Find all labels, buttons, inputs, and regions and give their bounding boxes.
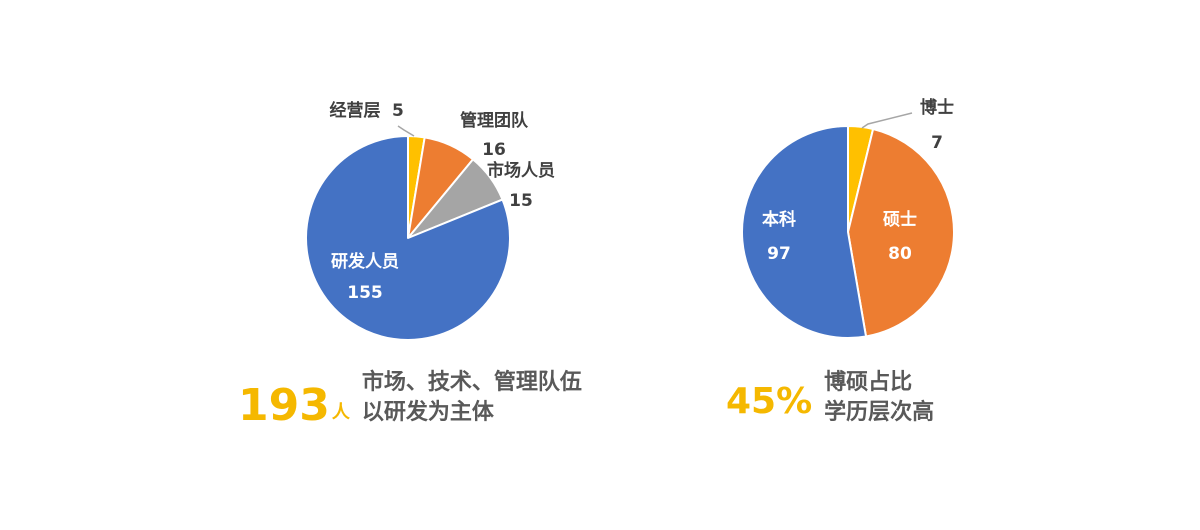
pie-education-value-0: 7 xyxy=(931,133,943,153)
caption-right-line1: 博硕占比 xyxy=(824,370,913,395)
caption-left-number: 193 xyxy=(238,380,330,431)
pie-staff-value-0: 5 xyxy=(392,101,404,121)
caption-right: 45% 博硕占比 学历层次高 xyxy=(726,368,934,428)
pie-education-slice-1 xyxy=(847,128,955,338)
pie-staff-label-2: 市场人员 xyxy=(487,160,555,181)
caption-right-number: 45% xyxy=(726,381,813,422)
caption-right-text: 博硕占比 学历层次高 xyxy=(824,368,934,428)
pie-education-leader-line-0 xyxy=(861,112,913,129)
caption-left-line2: 以研发为主体 xyxy=(361,400,494,425)
pie-education-label-2: 本科 xyxy=(762,209,796,230)
pie-staff-label-0: 经营层 xyxy=(330,100,381,121)
caption-left: 193 人 市场、技术、管理队伍 以研发为主体 xyxy=(238,368,582,428)
pie-education-label-1: 硕士 xyxy=(883,209,917,230)
caption-left-unit: 人 xyxy=(331,402,350,423)
pie-staff-label-1: 管理团队 xyxy=(460,110,529,131)
pie-education-value-1: 80 xyxy=(888,244,912,264)
pie-education-label-0: 博士 xyxy=(920,97,954,118)
pie-staff-leader-line-0 xyxy=(397,125,415,137)
pie-education-slice-2 xyxy=(741,125,868,339)
caption-left-text: 市场、技术、管理队伍 以研发为主体 xyxy=(362,368,582,428)
pie-staff-label-3: 研发人员 xyxy=(331,251,399,272)
pie-staff-value-2: 15 xyxy=(509,191,533,211)
pie-staff-value-1: 16 xyxy=(482,140,506,160)
caption-right-line2: 学历层次高 xyxy=(824,400,935,425)
pie-staff-value-3: 155 xyxy=(347,283,383,303)
pie-education-value-2: 97 xyxy=(767,244,791,264)
caption-left-line1: 市场、技术、管理队伍 xyxy=(361,370,582,395)
pie-chart-education: 博士 7 硕士 80 本科 97 xyxy=(741,97,955,339)
pie-staff-slice-3 xyxy=(305,135,511,341)
